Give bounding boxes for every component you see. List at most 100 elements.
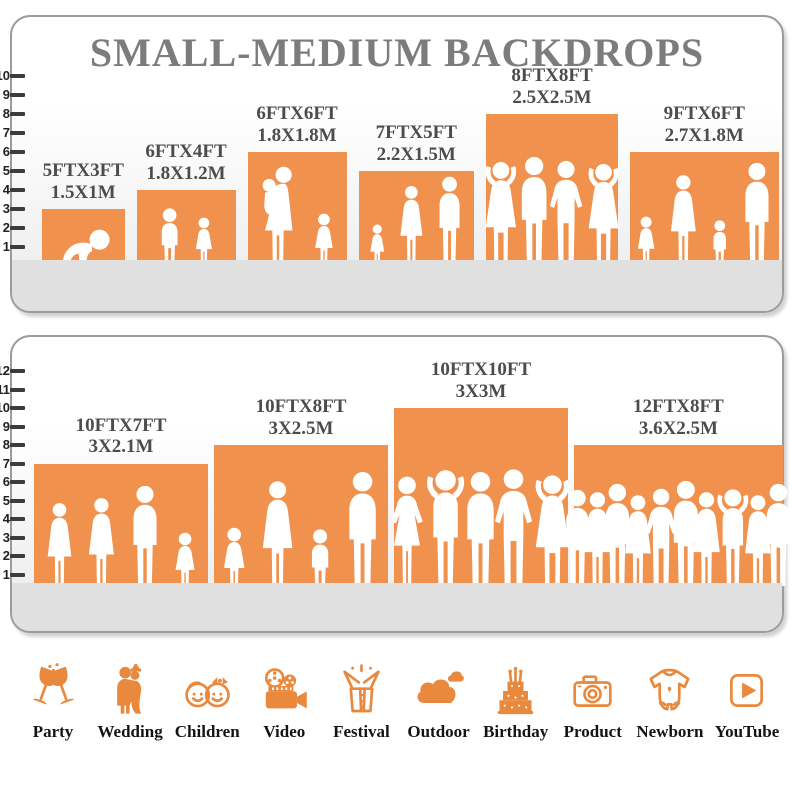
category-label: Party bbox=[32, 722, 74, 741]
category-label: Product bbox=[563, 722, 622, 741]
woman-silhouette-icon bbox=[88, 498, 114, 587]
backdrop-size-m: 3X2.1M bbox=[88, 436, 154, 458]
backdrop-bar bbox=[214, 445, 388, 587]
backdrop-size-ft: 12FTX8FT bbox=[633, 396, 724, 418]
axis-tick-label: 8 bbox=[2, 106, 10, 121]
axis-tick bbox=[10, 207, 25, 211]
man-silhouette-icon bbox=[744, 163, 769, 264]
backdrop-bar bbox=[34, 463, 208, 587]
category-youtube: YouTube bbox=[710, 662, 784, 742]
category-label: Newborn bbox=[636, 722, 704, 741]
axis-tick-label: 6 bbox=[2, 474, 10, 489]
category-birthday: Birthday bbox=[479, 662, 553, 742]
axis-tick-label: 2 bbox=[2, 548, 10, 563]
woman-silhouette-icon bbox=[262, 481, 293, 587]
axis-tick-label: 10 bbox=[0, 400, 10, 415]
axis-tick bbox=[10, 554, 25, 558]
category-label: Video bbox=[263, 722, 306, 741]
backdrop-bar-group: 6FTX6FT 1.8X1.8M bbox=[247, 103, 347, 264]
backdrop-size-m: 2.5X2.5M bbox=[512, 86, 592, 108]
girl-silhouette-icon bbox=[223, 528, 245, 587]
backdrop-size-label: 10FTX10FT 3X3M bbox=[431, 359, 531, 402]
backdrop-bar bbox=[42, 209, 125, 263]
category-row: Party Wedding Children bbox=[16, 662, 784, 742]
backdrop-size-ft: 10FTX8FT bbox=[255, 396, 347, 418]
category-wedding: Wedding bbox=[93, 662, 167, 742]
axis-tick bbox=[10, 93, 25, 97]
backdrop-size-m: 3.6X2.5M bbox=[638, 417, 718, 439]
axis-tick bbox=[10, 424, 25, 429]
axis-tick bbox=[10, 112, 25, 116]
backdrop-size-label: 6FTX4FT 1.8X1.2M bbox=[145, 141, 226, 184]
axis-tick-label: 12 bbox=[0, 363, 10, 378]
girl-silhouette-icon bbox=[195, 218, 212, 264]
girl-silhouette-icon bbox=[175, 532, 195, 587]
axis-tick bbox=[10, 245, 25, 249]
backdrop-bar bbox=[485, 114, 619, 264]
backdrop-bar bbox=[630, 152, 779, 264]
silhouette-group bbox=[137, 207, 236, 265]
backdrop-size-label: 9FTX6FT 2.7X1.8M bbox=[664, 103, 745, 146]
backdrop-size-label: 12FTX8FT 3.6X2.5M bbox=[633, 396, 724, 439]
medium-backdrops-panel: 123456789101112 10FTX7FT3X2.1M10FTX8FT3X… bbox=[0, 335, 790, 633]
category-label: YouTube bbox=[714, 722, 780, 741]
backdrop-size-ft: 7FTX5FT bbox=[375, 122, 457, 144]
axis-tick bbox=[10, 498, 25, 503]
outdoor-cloud-icon bbox=[417, 671, 464, 703]
backdrop-bar-group: 12FTX8FT 3.6X2.5M bbox=[566, 396, 790, 587]
girl-silhouette-icon bbox=[370, 224, 385, 264]
silhouette-group bbox=[391, 466, 570, 589]
medium-backdrops-plot: 123456789101112 10FTX7FT3X2.1M10FTX8FT3X… bbox=[0, 337, 790, 587]
axis-tick-label: 4 bbox=[2, 511, 10, 526]
man-silhouette-icon bbox=[349, 471, 377, 587]
category-video: Video bbox=[247, 662, 321, 742]
birthday-cake-icon bbox=[497, 666, 534, 715]
silhouette-group bbox=[566, 480, 790, 588]
backdrop-size-m: 2.2X1.5M bbox=[376, 143, 456, 165]
backdrop-size-label: 6FTX6FT 1.8X1.8M bbox=[256, 103, 337, 146]
silhouette-group bbox=[485, 156, 619, 266]
axis-tick-label: 7 bbox=[2, 125, 10, 140]
woman-up-silhouette-icon bbox=[588, 163, 619, 264]
backdrop-size-ft: 10FTX7FT bbox=[75, 414, 167, 436]
backdrop-size-m: 1.8X1.2M bbox=[146, 162, 226, 184]
axis-tick bbox=[10, 406, 25, 410]
axis-tick-label: 3 bbox=[2, 529, 10, 545]
backdrop-bar-group: 10FTX7FT 3X2.1M bbox=[34, 414, 208, 587]
category-outdoor: Outdoor bbox=[402, 662, 476, 742]
backdrop-size-m: 1.8X1.8M bbox=[257, 124, 337, 146]
axis-tick-label: 1 bbox=[2, 239, 10, 254]
axis-tick bbox=[10, 131, 25, 135]
backdrop-size-label: 7FTX5FT 2.2X1.5M bbox=[376, 122, 457, 165]
category-product: Product bbox=[556, 662, 630, 742]
man-silhouette-icon bbox=[439, 176, 460, 264]
party-icon bbox=[32, 663, 74, 705]
backdrop-bar-group: 5FTX3FT 1.5X1M bbox=[42, 160, 125, 263]
festival-gift-icon bbox=[343, 664, 380, 713]
backdrop-size-label: 8FTX8FT 2.5X2.5M bbox=[511, 65, 592, 108]
axis-tick bbox=[10, 572, 25, 577]
axis-tick bbox=[10, 443, 25, 447]
category-label: Festival bbox=[333, 722, 390, 741]
category-party: Party bbox=[16, 662, 90, 742]
silhouette-group bbox=[359, 176, 475, 265]
man-silhouette-icon bbox=[133, 486, 157, 587]
category-label: Birthday bbox=[483, 722, 549, 741]
backdrop-bar bbox=[247, 152, 347, 264]
backdrop-size-ft: 10FTX10FT bbox=[430, 359, 532, 381]
backdrop-size-ft: 6FTX6FT bbox=[256, 103, 338, 125]
girl-silhouette-icon bbox=[314, 213, 333, 264]
axis-tick bbox=[10, 387, 25, 392]
backdrop-size-m: 1.5X1M bbox=[50, 181, 116, 203]
axis-tick bbox=[10, 480, 25, 484]
silhouette-group bbox=[248, 165, 347, 265]
backdrop-bar bbox=[358, 171, 474, 264]
silhouette-group bbox=[630, 162, 779, 265]
axis-tick bbox=[10, 535, 25, 540]
axis-tick bbox=[10, 169, 25, 173]
backdrop-size-m: 3X3M bbox=[455, 380, 507, 402]
silhouette-group bbox=[34, 485, 208, 588]
backdrop-size-ft: 9FTX6FT bbox=[663, 103, 745, 125]
